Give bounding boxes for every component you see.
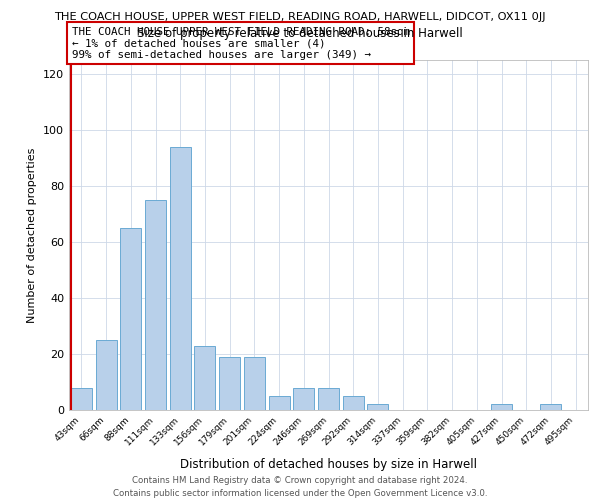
Y-axis label: Number of detached properties: Number of detached properties (28, 148, 37, 322)
Bar (95, 340, 116, 410)
Bar (120, 228, 141, 410)
Bar (269, 396, 290, 410)
Text: Contains HM Land Registry data © Crown copyright and database right 2024.
Contai: Contains HM Land Registry data © Crown c… (113, 476, 487, 498)
Bar (541, 404, 562, 410)
Bar (367, 404, 388, 410)
Bar (219, 357, 240, 410)
Bar (491, 404, 512, 410)
X-axis label: Distribution of detached houses by size in Harwell: Distribution of detached houses by size … (180, 458, 477, 471)
Text: Size of property relative to detached houses in Harwell: Size of property relative to detached ho… (137, 28, 463, 40)
Bar (194, 346, 215, 410)
Text: THE COACH HOUSE UPPER WEST FIELD READING ROAD: 58sqm
← 1% of detached houses are: THE COACH HOUSE UPPER WEST FIELD READING… (71, 27, 410, 60)
Bar (244, 357, 265, 410)
Bar (343, 396, 364, 410)
Text: THE COACH HOUSE, UPPER WEST FIELD, READING ROAD, HARWELL, DIDCOT, OX11 0JJ: THE COACH HOUSE, UPPER WEST FIELD, READI… (54, 12, 546, 22)
Bar (145, 200, 166, 410)
Bar (318, 388, 339, 410)
Bar (170, 147, 191, 410)
Bar (293, 388, 314, 410)
Bar (71, 388, 92, 410)
